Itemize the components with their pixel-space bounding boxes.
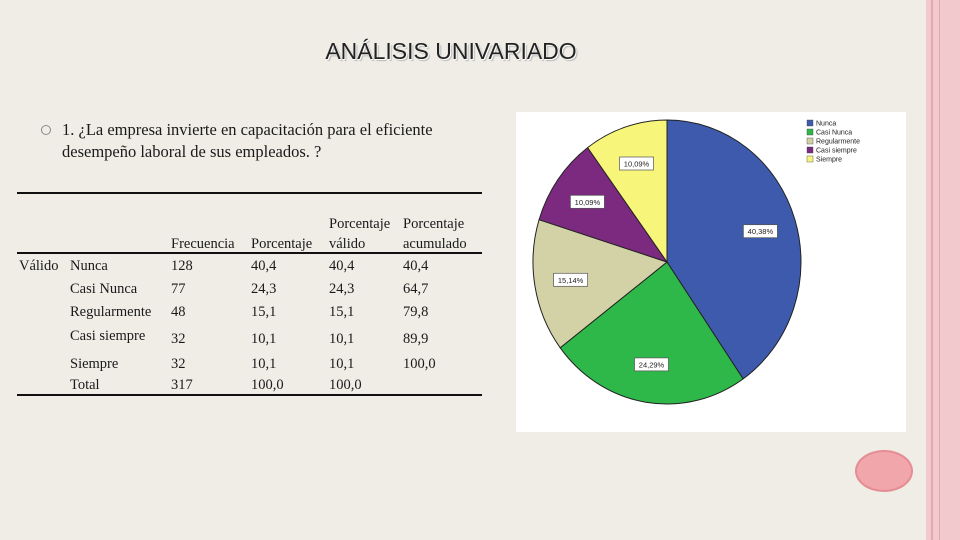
legend-swatch	[806, 128, 814, 136]
valid-percent-cell: 40,4	[329, 258, 355, 274]
svg-text:24,29%: 24,29%	[639, 360, 665, 369]
legend-item: Regularmente	[806, 137, 860, 146]
row-group-label: Válido	[19, 258, 59, 274]
header-frequency: Frecuencia	[171, 236, 235, 252]
legend-swatch	[806, 119, 814, 127]
decorative-side-line	[931, 0, 933, 540]
slide-title: ANÁLISIS UNIVARIADO	[325, 38, 577, 64]
pie-slice-regularmente	[532, 219, 669, 349]
header-valid-percent-line1: Porcentaje	[329, 216, 391, 232]
table-header-rule	[17, 252, 482, 254]
svg-text:40,38%: 40,38%	[748, 227, 774, 236]
svg-text:10,09%: 10,09%	[624, 160, 650, 169]
pie-chart-panel: 40,38% 24,29% 15,14% 10,09% 10,09% Nunca Casi…	[516, 112, 906, 432]
legend-swatch	[806, 155, 814, 163]
legend-label: Casi siempre	[816, 148, 857, 155]
header-percent: Porcentaje	[251, 236, 313, 252]
pie-data-label: 40,38%	[743, 224, 778, 239]
frequency-cell: 32	[171, 331, 186, 347]
percent-cell: 10,1	[251, 331, 277, 347]
legend-item: Nunca	[806, 119, 836, 128]
frequency-cell: 32	[171, 356, 186, 372]
pie-slice-siempre	[586, 119, 668, 264]
frequency-cell: 317	[171, 377, 193, 393]
svg-text:15,14%: 15,14%	[558, 276, 584, 285]
legend-swatch	[806, 146, 814, 154]
row-label: Casi Nunca	[70, 281, 138, 297]
decorative-side-line	[939, 0, 940, 540]
percent-cell: 100,0	[251, 377, 284, 393]
pie-chart: 40,38% 24,29% 15,14% 10,09% 10,09% Nunca Casi…	[532, 119, 860, 405]
cumulative-percent-cell: 89,9	[403, 331, 429, 347]
cumulative-percent-cell: 64,7	[403, 281, 429, 297]
valid-percent-cell: 24,3	[329, 281, 355, 297]
percent-cell: 15,1	[251, 304, 277, 320]
decorative-pink-circle	[855, 450, 913, 492]
legend-label: Regularmente	[816, 139, 860, 146]
row-label: Nunca	[70, 258, 108, 274]
header-cumulative-percent-line2: acumulado	[403, 236, 467, 252]
percent-cell: 10,1	[251, 356, 277, 372]
row-label: Total	[70, 377, 100, 393]
valid-percent-cell: 100,0	[329, 377, 362, 393]
svg-text:10,09%: 10,09%	[575, 198, 601, 207]
percent-cell: 24,3	[251, 281, 277, 297]
legend-item: Casi Nunca	[806, 128, 852, 137]
pie-data-label: 15,14%	[553, 272, 588, 287]
legend-label: Casi Nunca	[816, 130, 852, 137]
pie-data-label: 10,09%	[570, 194, 605, 209]
cumulative-percent-cell: 40,4	[403, 258, 429, 274]
pie-slice-casi-nunca	[559, 261, 744, 405]
valid-percent-cell: 10,1	[329, 331, 355, 347]
row-label: Siempre	[70, 356, 119, 372]
legend-item: Siempre	[806, 155, 842, 164]
legend-swatch	[806, 137, 814, 145]
header-valid-percent-line2: válido	[329, 236, 366, 252]
frequency-cell: 77	[171, 281, 186, 297]
percent-cell: 40,4	[251, 258, 277, 274]
cumulative-percent-cell: 100,0	[403, 356, 436, 372]
valid-percent-cell: 15,1	[329, 304, 355, 320]
pie-slice-nunca	[666, 119, 802, 380]
pie-data-label: 10,09%	[619, 156, 654, 171]
row-label: Casi siempre	[70, 328, 146, 344]
header-cumulative-percent-line1: Porcentaje	[403, 216, 465, 232]
valid-percent-cell: 10,1	[329, 356, 355, 372]
legend-label: Nunca	[816, 121, 836, 128]
cumulative-percent-cell: 79,8	[403, 304, 429, 320]
frequency-cell: 128	[171, 258, 193, 274]
table-top-rule	[17, 192, 482, 194]
frequency-cell: 48	[171, 304, 186, 320]
table-bottom-rule	[17, 394, 482, 396]
pie-data-label: 24,29%	[634, 357, 669, 372]
row-label: Regularmente	[70, 304, 152, 320]
legend-item: Casi siempre	[806, 146, 857, 155]
bullet-circle-icon	[41, 125, 51, 135]
legend-label: Siempre	[816, 157, 842, 164]
question-text: 1. ¿La empresa invierte en capacitación …	[62, 120, 433, 161]
